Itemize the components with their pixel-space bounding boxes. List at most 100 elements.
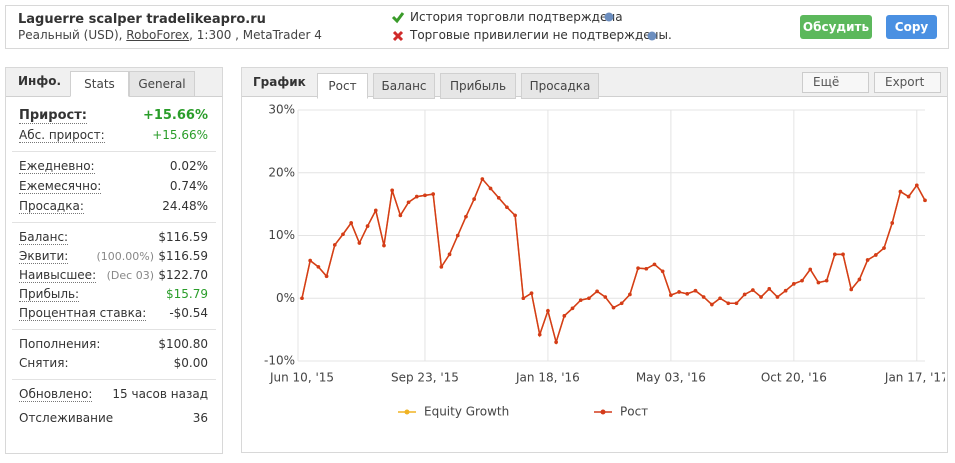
point [332,243,337,247]
stat-label: Ежемесячно: [19,179,102,194]
point [701,295,706,299]
point [464,214,468,219]
discuss-button[interactable]: Обсудить [800,15,872,39]
point [890,221,895,225]
status-icons [391,12,405,42]
point [431,192,435,196]
point [603,295,608,299]
series-line [301,177,926,345]
point [685,292,690,296]
y-tick-label: 20% [268,165,295,179]
point [865,258,870,262]
point [824,278,829,283]
stat-value: 15 часов назад [112,387,208,401]
chart-tab-label: График [253,75,306,89]
point [816,280,821,285]
point [455,233,460,238]
balance-tab[interactable]: Баланс [373,73,435,99]
point [357,241,362,245]
drawdown-tab[interactable]: Просадка [521,73,599,99]
stat-value: $100.80 [158,337,208,351]
point [480,177,485,181]
stat-value: $15.79 [166,287,208,301]
point [488,186,493,191]
stat-value: 24.48% [162,199,208,213]
point [390,188,394,193]
help-icons[interactable] [604,12,660,44]
y-tick-label: 30% [268,103,295,117]
stat-label: Эквити: [19,249,69,264]
stat-label: Наивысшее: [19,268,97,283]
point [496,196,501,200]
broker-link[interactable]: RoboForex [126,28,190,42]
point [628,292,632,297]
legend-label: Рост [620,405,648,419]
more-label: Ещё [813,75,840,89]
x-tick-label: Oct 20, '16 [761,371,827,385]
stat-label: Баланс: [19,230,69,245]
point [546,309,550,313]
point [513,213,517,218]
point [308,258,312,263]
point [726,301,731,306]
point [906,194,911,199]
info-panel: Инфо. Stats General Прирост: +15.66% Абс. … [5,67,223,454]
more-menu[interactable]: Ещё [802,72,869,93]
stat-label: Абс. прирост: [19,128,105,143]
stat-label: Просадка: [19,199,84,214]
point [365,224,370,228]
point [783,288,788,293]
header: Laguerre scalper tradelikeapro.ru Реальн… [5,5,949,49]
point [718,296,722,301]
point [611,305,616,310]
point [669,293,673,297]
point [578,298,583,302]
copy-button[interactable]: Copy [886,15,937,39]
y-tick-label: -10% [264,354,295,368]
point [710,302,714,307]
point [677,290,681,294]
point [537,332,542,337]
point [406,200,411,205]
point [923,198,927,203]
status-unverified: Торговые привилегии не подтверждены. [410,28,672,42]
stat-value: 36 [192,411,208,425]
export-menu[interactable]: Export [874,72,941,93]
separator [12,151,216,152]
stat-label: Прирост: [19,108,87,124]
stat-value: -$0.54 [169,306,208,320]
point [874,253,878,257]
account: Реальный (USD), [18,28,123,42]
point [882,246,886,250]
point [898,189,903,194]
stat-value: $116.59 [158,249,208,263]
point [439,265,444,269]
point [693,288,698,293]
y-tick-label: 10% [268,228,295,242]
stat-label: Обновлено: [19,387,93,402]
stat-value: $0.00 [173,356,208,370]
title: Laguerre scalper tradelikeapro.ru [18,12,266,27]
point [423,193,427,198]
point [562,314,567,318]
series-line [301,177,926,345]
info-tab[interactable]: Инфо. [18,74,62,88]
point [644,266,649,271]
subtitle: Реальный (USD), RoboForex, 1:300 , MetaT… [18,28,322,42]
point [619,301,624,306]
x-tick-label: Jan 18, '16 [515,371,580,385]
stat-label: Прибыль: [19,287,80,302]
growth-tab[interactable]: Рост [317,73,368,99]
point [833,252,837,257]
general-tab[interactable]: General [129,71,195,97]
chart-panel: График Рост Баланс Прибыль Просадка Ещё … [241,67,948,453]
stat-label: Снятия: [19,356,69,370]
chart: -10% 0% 10% 20% 30% Jun 10, '15 Sep 23, '15 Jan… [264,103,945,419]
point [775,295,780,299]
y-tick-label: 0% [276,291,295,305]
stat-label: Отслеживание [19,411,114,425]
stats-tab[interactable]: Stats [70,71,129,97]
status-verified: История торговли подтверждена [410,10,623,24]
profit-tab[interactable]: Прибыль [440,73,516,99]
point [414,194,419,199]
